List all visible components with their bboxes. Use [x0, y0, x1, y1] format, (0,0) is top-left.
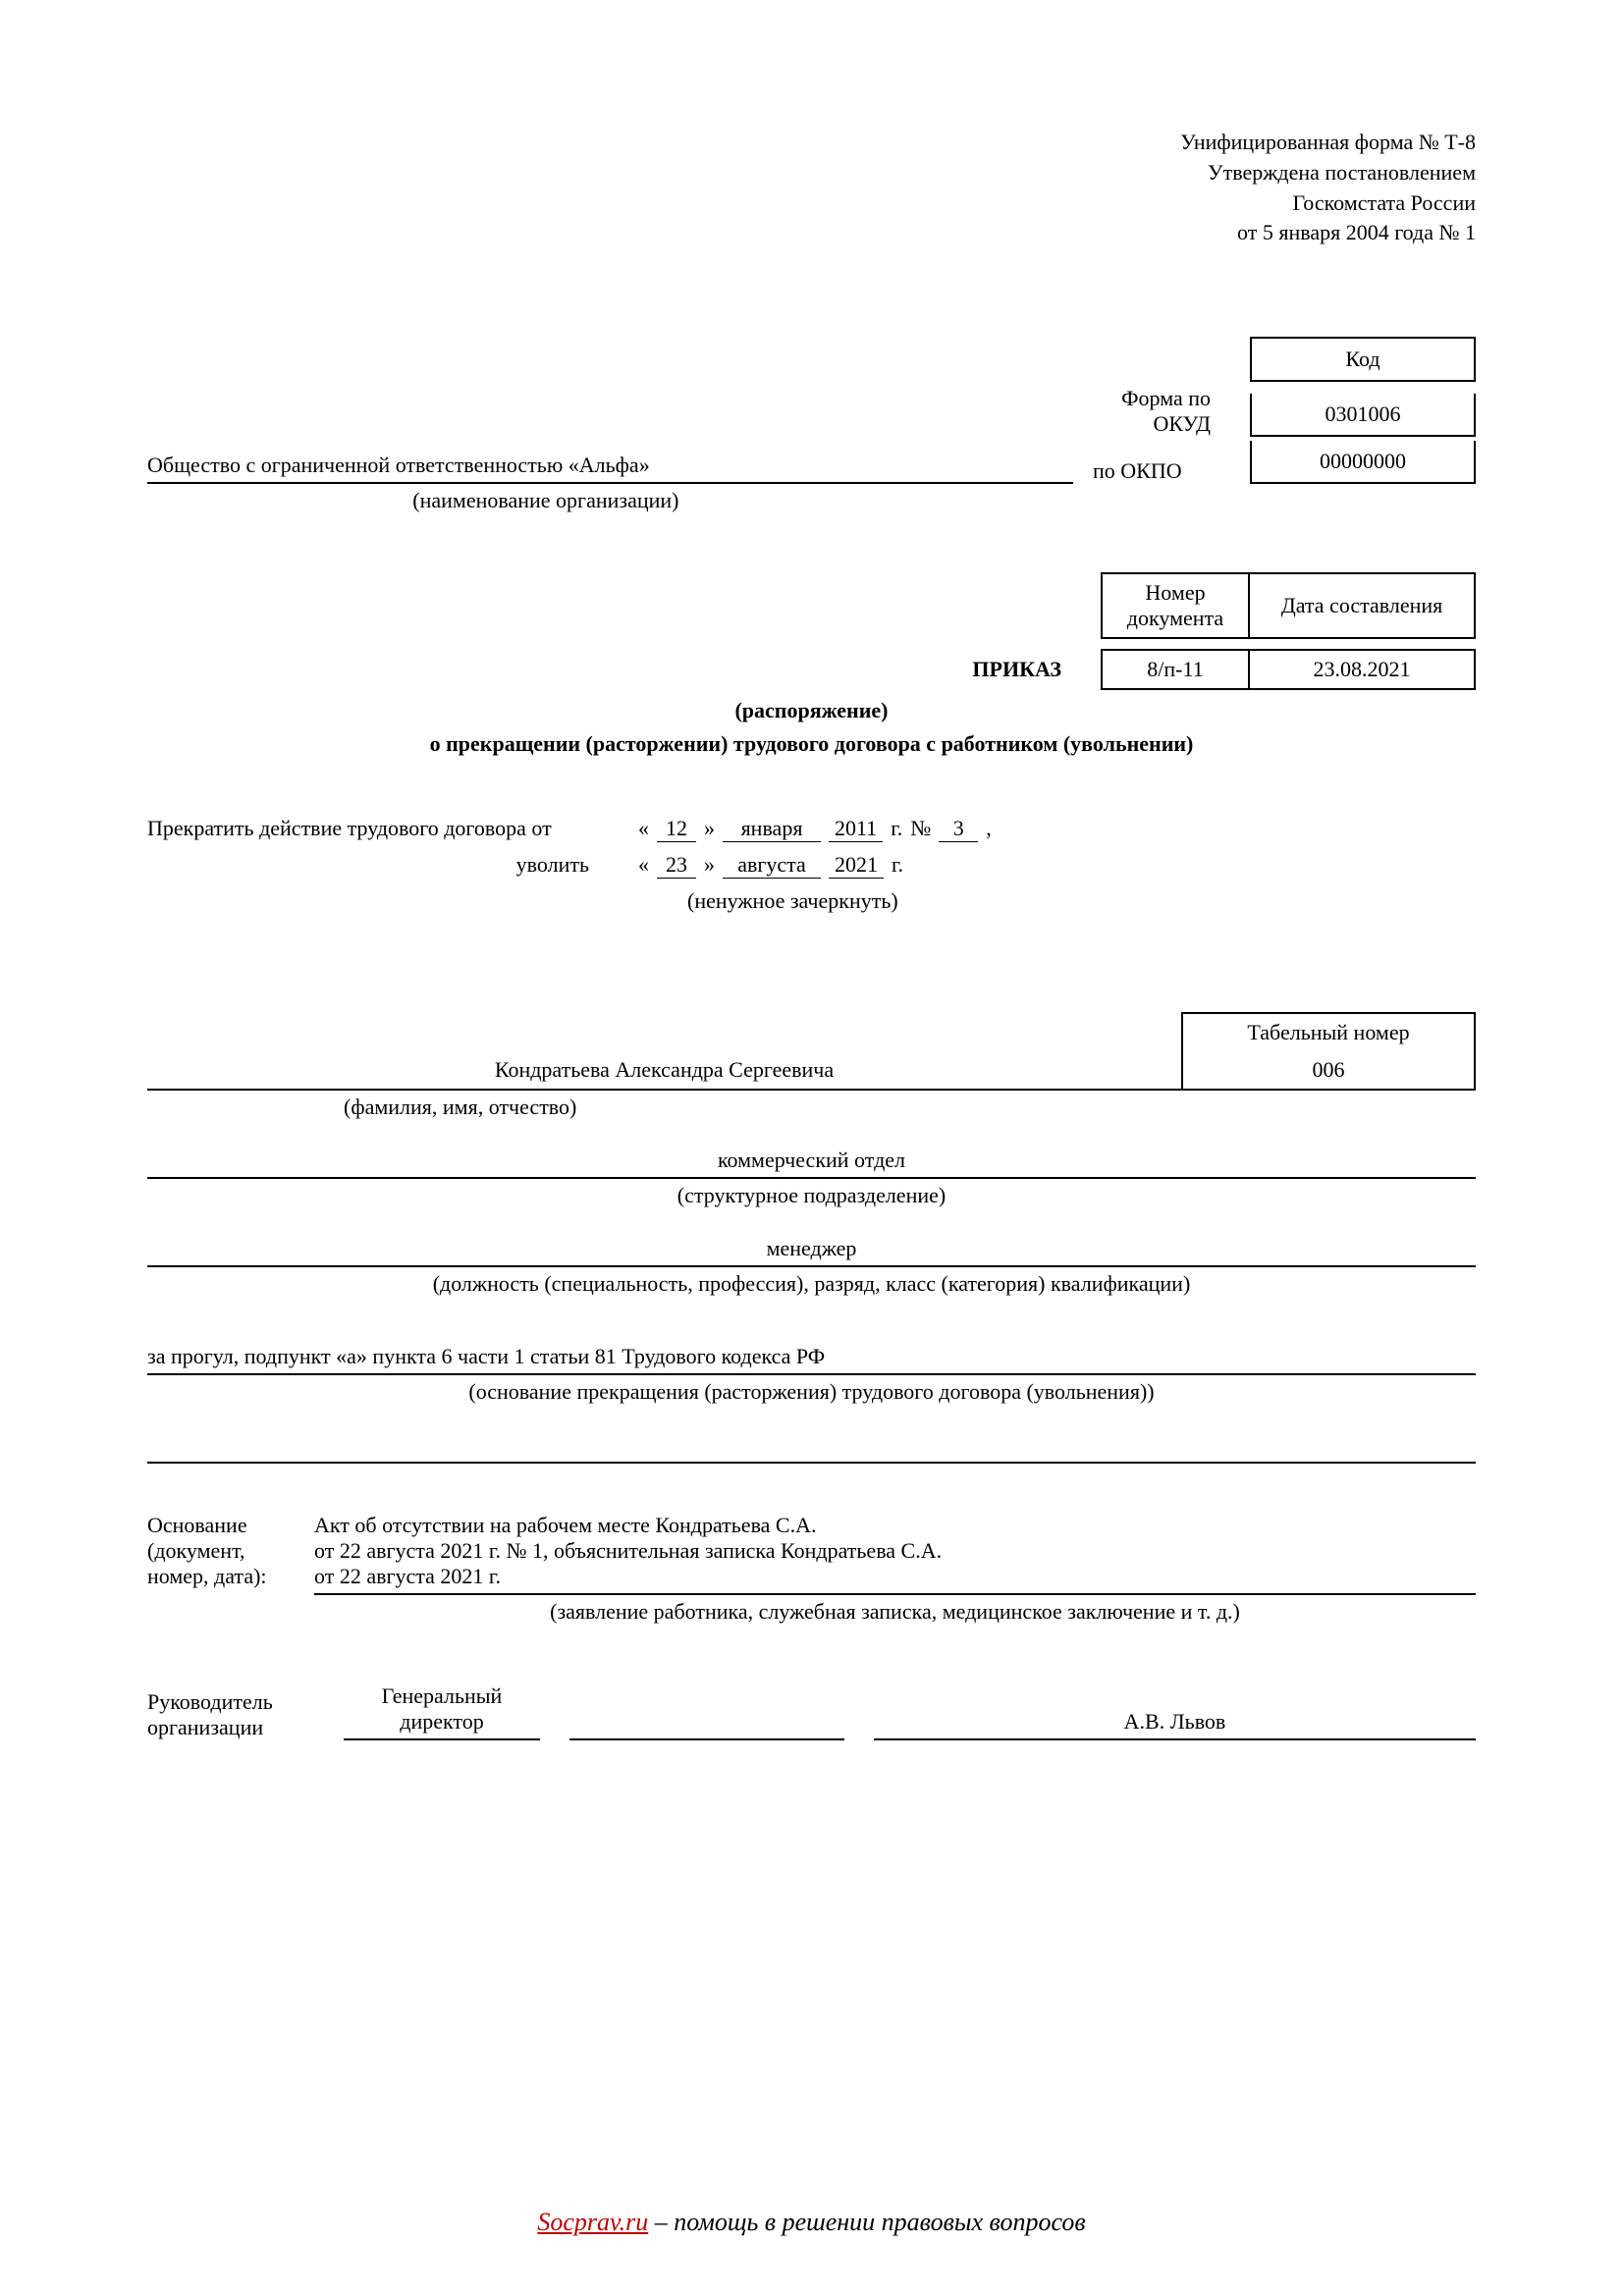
- sign-position: Генеральный: [344, 1683, 540, 1709]
- reason-text: за прогул, подпункт «а» пункта 6 части 1…: [147, 1336, 1476, 1375]
- reason-section: за прогул, подпункт «а» пункта 6 части 1…: [147, 1336, 1476, 1464]
- basis-label: (документ,: [147, 1538, 314, 1564]
- sign-signature: [569, 1713, 844, 1740]
- position-caption: (должность (специальность, профессия), р…: [147, 1271, 1476, 1297]
- okud-value: 0301006: [1250, 394, 1476, 437]
- comma: ,: [986, 816, 992, 841]
- position: менеджер: [147, 1228, 1476, 1267]
- quote: «: [638, 816, 649, 841]
- strike-note: (ненужное зачеркнуть): [638, 888, 1476, 914]
- doc-date: 23.08.2021: [1249, 650, 1475, 689]
- basis-line: от 22 августа 2021 г.: [314, 1564, 1476, 1589]
- header-line: Утверждена постановлением: [147, 158, 1476, 188]
- day1: 12: [657, 816, 696, 842]
- title-rasp: (распоряжение): [147, 698, 1476, 723]
- dept: коммерческий отдел: [147, 1140, 1476, 1179]
- okud-label: Форма по ОКУД: [1073, 386, 1250, 437]
- basis-label: Основание: [147, 1513, 314, 1538]
- sign-label: организации: [147, 1715, 344, 1740]
- kod-label: Код: [1250, 337, 1476, 382]
- basis-line: от 22 августа 2021 г. № 1, объяснительна…: [314, 1538, 1476, 1564]
- header-line: Госкомстата России: [147, 188, 1476, 219]
- employee-tabel: 006: [1181, 1051, 1476, 1089]
- doc-meta: Номер документа Дата составления: [147, 572, 1476, 639]
- dept-caption: (структурное подразделение): [147, 1183, 1476, 1208]
- blank-line: [147, 1424, 1476, 1464]
- form-header: Унифицированная форма № Т-8 Утверждена п…: [147, 128, 1476, 248]
- year1: 2011: [829, 816, 883, 842]
- dismiss-label: уволить: [147, 852, 638, 878]
- quote: »: [704, 852, 715, 878]
- org-caption: (наименование организации): [147, 488, 945, 513]
- prikaz-label: ПРИКАЗ: [147, 657, 1101, 682]
- sign-label: Руководитель: [147, 1689, 344, 1715]
- basis-caption: (заявление работника, служебная записка,…: [314, 1599, 1476, 1625]
- basis-label: номер, дата):: [147, 1564, 314, 1589]
- sign-section: Руководитель организации Генеральный дир…: [147, 1683, 1476, 1740]
- doc-num-label: Номер документа: [1102, 573, 1249, 638]
- okpo-label: по ОКПО: [1073, 458, 1250, 484]
- header-line: Унифицированная форма № Т-8: [147, 128, 1476, 158]
- sign-name: А.В. Львов: [874, 1709, 1476, 1740]
- contract-num: 3: [939, 816, 978, 842]
- employee-name: Кондратьева Александра Сергеевича: [147, 1051, 1181, 1089]
- quote: »: [704, 816, 715, 841]
- year-suffix: г.: [891, 816, 902, 841]
- employee-section: Табельный номер Кондратьева Александра С…: [147, 1012, 1476, 1297]
- doc-num: 8/п-11: [1102, 650, 1249, 689]
- month1: января: [723, 816, 821, 842]
- codes-block: Код Форма по ОКУД 0301006 Общество с огр…: [147, 337, 1476, 513]
- doc-date-label: Дата составления: [1249, 573, 1475, 638]
- title-main: о прекращении (расторжении) трудового до…: [147, 731, 1476, 757]
- name-caption: (фамилия, имя, отчество): [147, 1095, 1476, 1120]
- day2: 23: [657, 852, 696, 879]
- tabel-label: Табельный номер: [1181, 1012, 1476, 1051]
- header-line: от 5 января 2004 года № 1: [147, 218, 1476, 248]
- contract-section: Прекратить действие трудового договора о…: [147, 816, 1476, 914]
- month2: августа: [723, 852, 821, 879]
- basis-line: Акт об отсутствии на рабочем месте Кондр…: [314, 1513, 1476, 1538]
- quote: «: [638, 852, 649, 878]
- footer-link[interactable]: Socprav.ru: [537, 2208, 648, 2236]
- year2: 2021: [829, 852, 884, 879]
- basis-section: Основание (документ, номер, дата): Акт о…: [147, 1513, 1476, 1595]
- okpo-value: 00000000: [1250, 441, 1476, 484]
- org-name: Общество с ограниченной ответственностью…: [147, 453, 1073, 484]
- reason-caption: (основание прекращения (расторжения) тру…: [147, 1379, 1476, 1405]
- num-prefix: №: [910, 816, 931, 841]
- terminate-label: Прекратить действие трудового договора о…: [147, 816, 638, 841]
- footer-text: – помощь в решении правовых вопросов: [648, 2208, 1085, 2236]
- footer: Socprav.ru – помощь в решении правовых в…: [0, 2208, 1623, 2237]
- sign-position: директор: [344, 1709, 540, 1735]
- year-suffix: г.: [892, 852, 903, 878]
